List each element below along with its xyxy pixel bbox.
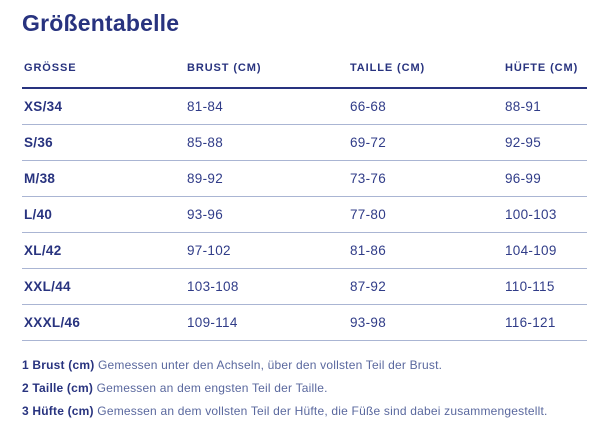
taille-cell: 81-86 <box>348 232 503 269</box>
size-cell: XXXL/46 <box>22 304 185 341</box>
size-cell: XL/42 <box>22 232 185 269</box>
huefte-cell: 96-99 <box>503 160 587 197</box>
table-row: XS/34 81-84 66-68 88-91 <box>22 88 587 125</box>
size-cell: L/40 <box>22 196 185 233</box>
huefte-cell: 100-103 <box>503 196 587 233</box>
table-row: XXL/44 103-108 87-92 110-115 <box>22 268 587 305</box>
table-row: M/38 89-92 73-76 96-99 <box>22 160 587 197</box>
brust-cell: 103-108 <box>185 268 348 305</box>
note-taille: 2 Taille (cm) Gemessen an dem engsten Te… <box>22 382 609 394</box>
taille-cell: 69-72 <box>348 124 503 161</box>
column-header-huefte: HÜFTE (CM) <box>503 56 587 89</box>
size-table: GRÖSSE BRUST (CM) TAILLE (CM) HÜFTE (CM)… <box>22 56 587 341</box>
page-title: Größentabelle <box>22 10 180 36</box>
table-row: S/36 85-88 69-72 92-95 <box>22 124 587 161</box>
note-taille-label: 2 Taille (cm) <box>22 381 94 395</box>
huefte-cell: 104-109 <box>503 232 587 269</box>
huefte-cell: 116-121 <box>503 304 587 341</box>
taille-cell: 93-98 <box>348 304 503 341</box>
huefte-cell: 92-95 <box>503 124 587 161</box>
brust-cell: 81-84 <box>185 88 348 125</box>
taille-cell: 73-76 <box>348 160 503 197</box>
note-huefte: 3 Hüfte (cm) Gemessen an dem vollsten Te… <box>22 405 609 417</box>
column-header-groesse: GRÖSSE <box>22 56 185 89</box>
note-huefte-text: Gemessen an dem vollsten Teil der Hüfte,… <box>97 404 548 418</box>
taille-cell: 77-80 <box>348 196 503 233</box>
column-header-brust: BRUST (CM) <box>185 56 348 89</box>
measurement-notes: 1 Brust (cm) Gemessen unter den Achseln,… <box>22 359 609 417</box>
huefte-cell: 110-115 <box>503 268 587 305</box>
note-brust-label: 1 Brust (cm) <box>22 358 95 372</box>
size-cell: M/38 <box>22 160 185 197</box>
brust-cell: 85-88 <box>185 124 348 161</box>
size-cell: S/36 <box>22 124 185 161</box>
brust-cell: 109-114 <box>185 304 348 341</box>
note-brust-text: Gemessen unter den Achseln, über den vol… <box>97 358 443 372</box>
brust-cell: 93-96 <box>185 196 348 233</box>
note-huefte-label: 3 Hüfte (cm) <box>22 404 94 418</box>
table-row: L/40 93-96 77-80 100-103 <box>22 196 587 233</box>
table-row: XL/42 97-102 81-86 104-109 <box>22 232 587 269</box>
taille-cell: 87-92 <box>348 268 503 305</box>
note-brust: 1 Brust (cm) Gemessen unter den Achseln,… <box>22 359 609 371</box>
huefte-cell: 88-91 <box>503 88 587 125</box>
size-cell: XS/34 <box>22 88 185 125</box>
taille-cell: 66-68 <box>348 88 503 125</box>
table-header-row: GRÖSSE BRUST (CM) TAILLE (CM) HÜFTE (CM) <box>22 56 587 89</box>
brust-cell: 97-102 <box>185 232 348 269</box>
note-taille-text: Gemessen an dem engsten Teil der Taille. <box>96 381 328 395</box>
size-cell: XXL/44 <box>22 268 185 305</box>
table-row: XXXL/46 109-114 93-98 116-121 <box>22 304 587 341</box>
brust-cell: 89-92 <box>185 160 348 197</box>
column-header-taille: TAILLE (CM) <box>348 56 503 89</box>
